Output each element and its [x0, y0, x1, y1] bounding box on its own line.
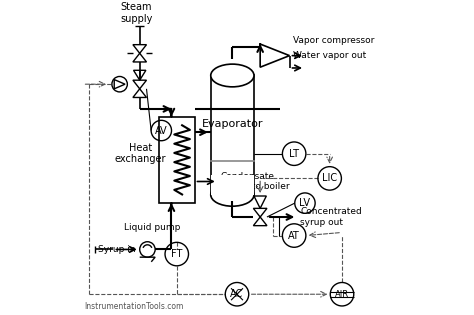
Text: AV: AV: [155, 125, 168, 135]
Text: Water vapor out: Water vapor out: [292, 51, 366, 60]
Text: LT: LT: [289, 149, 299, 159]
Text: Evaporator: Evaporator: [201, 119, 263, 129]
Text: Syrup in: Syrup in: [98, 245, 136, 254]
Text: InstrumentationTools.com: InstrumentationTools.com: [84, 302, 183, 311]
Text: LIC: LIC: [322, 173, 337, 183]
Bar: [211, 175, 254, 195]
Text: AIR: AIR: [335, 290, 349, 299]
Text: Liquid pump: Liquid pump: [124, 223, 180, 232]
Ellipse shape: [211, 183, 254, 206]
Bar: [159, 117, 194, 203]
Text: Heat
exchanger: Heat exchanger: [115, 143, 166, 164]
Text: Steam
supply: Steam supply: [120, 2, 153, 24]
Text: Concentrated
syrup out: Concentrated syrup out: [301, 207, 362, 227]
Text: AT: AT: [288, 231, 300, 241]
Text: Vapor compressor: Vapor compressor: [292, 37, 374, 45]
Text: AC: AC: [230, 289, 244, 299]
Text: FT: FT: [171, 249, 182, 259]
Bar: [211, 76, 254, 195]
Ellipse shape: [211, 64, 254, 87]
Text: LV: LV: [300, 198, 310, 208]
Text: Condensate
return to boiler: Condensate return to boiler: [221, 172, 290, 191]
